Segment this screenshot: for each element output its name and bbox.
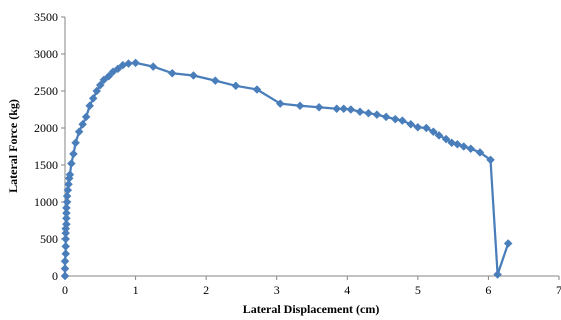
- data-point: [131, 58, 140, 68]
- data-point: [421, 123, 431, 133]
- data-point: [64, 179, 73, 189]
- data-point: [60, 271, 70, 281]
- data-point: [74, 127, 84, 137]
- data-point: [78, 119, 87, 129]
- series-line: [63, 61, 510, 276]
- data-point: [441, 134, 451, 144]
- data-point: [314, 102, 324, 112]
- data-point: [466, 144, 476, 154]
- data-point: [372, 110, 382, 120]
- data-point: [88, 94, 98, 103]
- data-point: [459, 142, 469, 151]
- x-tick-label: 4: [344, 283, 350, 297]
- data-point: [413, 122, 423, 132]
- data-point: [167, 68, 177, 78]
- data-point: [62, 219, 71, 229]
- data-point: [61, 234, 71, 244]
- data-point: [92, 86, 102, 96]
- data-point: [62, 203, 71, 213]
- data-point: [65, 170, 75, 179]
- y-tick-label: 500: [40, 232, 58, 246]
- data-point: [61, 228, 71, 238]
- data-point: [69, 149, 78, 159]
- data-point: [295, 101, 305, 111]
- data-point: [60, 264, 70, 273]
- data-point: [381, 112, 391, 122]
- x-tick-label: 1: [133, 283, 139, 297]
- data-point: [189, 71, 198, 80]
- y-tick-label: 3500: [34, 10, 58, 24]
- data-point: [275, 99, 285, 108]
- data-point: [364, 108, 373, 118]
- y-axis-title: Lateral Force (kg): [6, 99, 20, 193]
- x-tick-label: 3: [274, 283, 280, 297]
- data-point: [397, 116, 407, 125]
- data-point: [104, 71, 114, 81]
- data-point: [85, 101, 95, 111]
- y-tick-label: 0: [52, 269, 58, 283]
- data-point: [95, 80, 105, 90]
- data-point: [62, 197, 72, 207]
- data-point: [61, 242, 71, 251]
- data-point: [493, 270, 502, 279]
- data-point: [210, 76, 220, 85]
- data-point: [503, 239, 513, 248]
- data-point: [62, 191, 72, 201]
- data-point: [62, 208, 71, 218]
- data-point: [429, 127, 438, 137]
- data-point: [406, 119, 416, 129]
- x-tick-label: 2: [203, 283, 209, 297]
- data-point: [60, 256, 70, 266]
- y-tick-label: 1000: [34, 195, 58, 209]
- x-axis-title: Lateral Displacement (cm): [243, 302, 380, 316]
- data-point: [71, 138, 80, 148]
- data-point: [231, 81, 241, 91]
- data-point: [99, 75, 109, 85]
- data-point: [453, 139, 462, 149]
- data-point: [66, 159, 76, 168]
- data-point: [63, 185, 73, 195]
- data-point: [61, 249, 71, 259]
- data-point: [113, 64, 123, 74]
- data-point: [390, 114, 400, 124]
- x-tick-label: 7: [556, 283, 561, 297]
- data-point: [148, 62, 158, 71]
- data-point: [332, 104, 342, 114]
- data-point: [62, 213, 71, 223]
- data-point: [434, 131, 444, 140]
- data-point: [346, 105, 356, 114]
- data-point: [81, 112, 91, 122]
- plot-area: 0 500 1000 1500 2000 2500 3000 3500 0 1 2 3 4 5 6 7: [34, 10, 561, 297]
- y-tick-label: 2000: [34, 121, 58, 135]
- data-point: [252, 85, 262, 94]
- data-point: [486, 155, 495, 165]
- x-tick-label: 5: [415, 283, 421, 297]
- x-tick-label: 6: [485, 283, 491, 297]
- x-tick-label: 0: [62, 283, 68, 297]
- data-point: [355, 107, 365, 117]
- data-point: [339, 104, 349, 114]
- data-point: [124, 59, 133, 68]
- y-tick-label: 1500: [34, 158, 58, 172]
- y-tick-label: 3000: [34, 47, 58, 61]
- data-point: [475, 148, 485, 157]
- y-tick-label: 2500: [34, 84, 58, 98]
